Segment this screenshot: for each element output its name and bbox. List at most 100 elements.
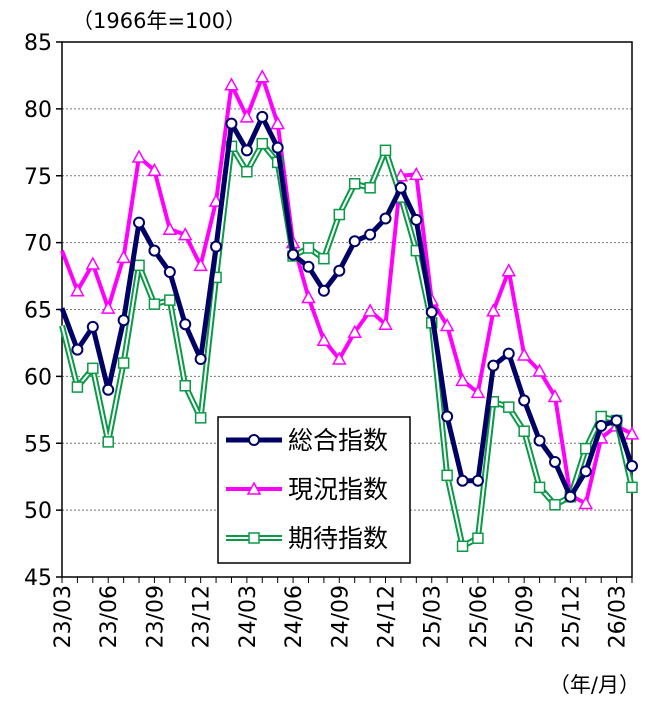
- data-point: [624, 426, 640, 440]
- legend-marker: [248, 532, 260, 544]
- data-point: [147, 162, 162, 177]
- y-tick-label: 45: [24, 566, 52, 591]
- data-point: [379, 212, 392, 225]
- legend-marker: [248, 434, 260, 446]
- data-point: [533, 481, 546, 494]
- x-tick-label: 26/03: [606, 585, 631, 648]
- data-point: [456, 540, 469, 552]
- series-square: [59, 137, 638, 552]
- data-point: [87, 362, 99, 375]
- data-point: [193, 257, 208, 272]
- data-point: [333, 208, 346, 221]
- data-point: [393, 168, 409, 182]
- x-tick-label: 25/03: [421, 585, 446, 648]
- data-point: [194, 352, 207, 365]
- y-tick-label: 60: [24, 365, 52, 390]
- unit-note: （1966年=100）: [72, 9, 246, 33]
- legend-label: 総合指数: [288, 426, 388, 455]
- legend-marker: [246, 481, 262, 495]
- data-point: [116, 249, 131, 264]
- legend-item: 総合指数: [226, 426, 388, 455]
- data-point: [179, 318, 192, 331]
- data-point: [70, 283, 85, 297]
- data-point: [333, 264, 346, 277]
- data-point: [117, 314, 130, 327]
- data-point: [518, 425, 530, 437]
- x-tick-label: 24/09: [328, 585, 353, 648]
- x-tick-label: 24/06: [282, 585, 307, 648]
- data-point: [610, 414, 623, 427]
- data-point: [547, 388, 563, 403]
- data-point: [131, 149, 147, 163]
- y-tick-label: 70: [24, 232, 52, 257]
- series-layer: [59, 69, 640, 552]
- data-point: [472, 532, 484, 544]
- data-point: [316, 332, 332, 347]
- x-tick-label: 23/09: [143, 585, 168, 648]
- data-point: [626, 459, 638, 472]
- data-point: [255, 69, 270, 83]
- data-point: [164, 294, 176, 306]
- data-point: [240, 144, 253, 157]
- data-point: [578, 495, 594, 510]
- data-point: [302, 260, 315, 273]
- data-point: [441, 469, 453, 482]
- data-point: [302, 242, 315, 254]
- x-axis-unit-label: （年/月）: [549, 673, 640, 697]
- data-point: [71, 381, 84, 393]
- data-point: [379, 144, 392, 157]
- data-point: [271, 141, 284, 154]
- legend-item: 現況指数: [226, 475, 388, 504]
- data-point: [332, 351, 347, 365]
- data-point: [409, 166, 424, 181]
- data-point: [225, 117, 238, 130]
- x-tick-label: 23/06: [97, 585, 122, 648]
- data-point: [270, 116, 285, 130]
- y-axis: 85 80 75 70 65 60 55 50 45: [24, 31, 62, 591]
- data-point: [362, 303, 378, 317]
- data-point: [256, 137, 269, 150]
- x-tick-label: 23/03: [51, 585, 76, 648]
- data-point: [117, 357, 130, 369]
- data-point: [348, 178, 361, 190]
- legend-label: 期待指数: [288, 524, 388, 553]
- data-point: [224, 77, 239, 91]
- data-point: [564, 490, 577, 503]
- data-point: [486, 303, 501, 317]
- data-point: [256, 110, 269, 123]
- y-tick-label: 80: [24, 98, 52, 123]
- y-tick-label: 50: [24, 499, 52, 524]
- data-point: [102, 383, 115, 396]
- data-point: [163, 266, 176, 279]
- data-point: [287, 248, 300, 261]
- data-point: [549, 499, 561, 511]
- x-tick-label: 23/12: [190, 585, 215, 648]
- series-circle: [59, 110, 638, 503]
- data-point: [456, 474, 469, 487]
- x-tick-label: 24/03: [236, 585, 261, 648]
- data-point: [471, 474, 484, 487]
- data-point: [455, 372, 470, 387]
- y-tick-label: 75: [24, 165, 52, 190]
- data-point: [317, 284, 330, 297]
- data-point: [441, 410, 454, 423]
- data-point: [194, 412, 207, 424]
- y-tick-label: 85: [24, 31, 52, 56]
- data-point: [348, 235, 361, 248]
- data-point: [425, 306, 438, 319]
- data-point: [518, 394, 531, 407]
- data-point: [133, 259, 145, 272]
- data-point: [148, 244, 161, 257]
- data-point: [301, 289, 316, 304]
- x-tick-label: 25/09: [513, 585, 538, 648]
- data-point: [378, 316, 393, 330]
- data-point: [347, 324, 362, 338]
- legend-label: 現況指数: [288, 475, 388, 504]
- data-point: [210, 240, 223, 253]
- data-point: [439, 317, 455, 332]
- data-point: [502, 347, 515, 360]
- data-point: [318, 252, 330, 265]
- data-point: [533, 434, 546, 447]
- x-tick-label: 25/06: [467, 585, 492, 648]
